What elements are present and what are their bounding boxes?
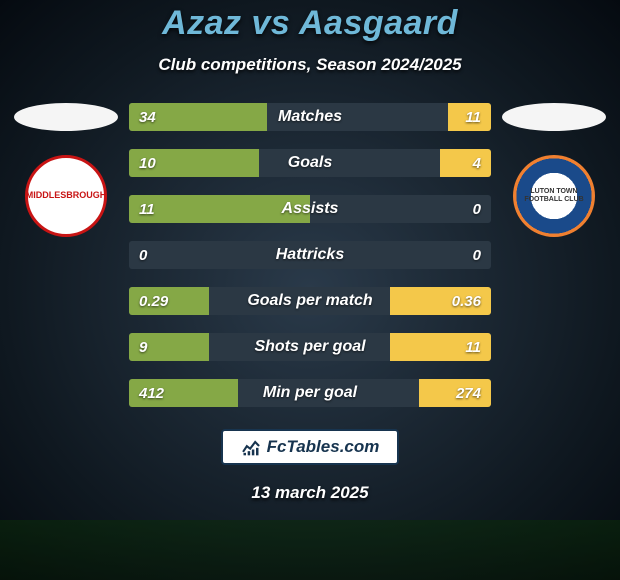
stat-row: 3411Matches [129, 103, 491, 131]
right-crest-label: LUTON TOWN FOOTBALL CLUB [513, 188, 595, 203]
stat-label: Shots per goal [129, 338, 491, 356]
stat-label: Hattricks [129, 246, 491, 264]
chart-icon [241, 437, 261, 457]
stat-label: Matches [129, 108, 491, 126]
page-title: Azaz vs Aasgaard [162, 4, 458, 43]
stat-row: 00Hattricks [129, 241, 491, 269]
main-container: Azaz vs Aasgaard Club competitions, Seas… [0, 0, 620, 580]
stat-row: 0.290.36Goals per match [129, 287, 491, 315]
date-label: 13 march 2025 [251, 483, 368, 503]
right-team-crest: LUTON TOWN FOOTBALL CLUB [513, 155, 595, 237]
stat-label: Goals [129, 154, 491, 172]
stat-row: 911Shots per goal [129, 333, 491, 361]
left-crest-label: MIDDLESBROUGH [26, 191, 107, 201]
stat-row: 104Goals [129, 149, 491, 177]
stat-label: Assists [129, 200, 491, 218]
footer-brand-text: FcTables.com [267, 437, 380, 457]
stat-row: 110Assists [129, 195, 491, 223]
left-team-crest: MIDDLESBROUGH [25, 155, 107, 237]
stat-label: Min per goal [129, 384, 491, 402]
right-player-silhouette [502, 103, 606, 131]
comparison-panel: MIDDLESBROUGH 3411Matches 104Goals 110Assi… [0, 103, 620, 407]
stat-row: 412274Min per goal [129, 379, 491, 407]
footer-brand-badge: FcTables.com [221, 429, 400, 465]
right-side: LUTON TOWN FOOTBALL CLUB [499, 103, 609, 237]
page-subtitle: Club competitions, Season 2024/2025 [158, 55, 461, 75]
stat-label: Goals per match [129, 292, 491, 310]
stats-column: 3411Matches 104Goals 110Assists 00Hattricks… [129, 103, 491, 407]
left-player-silhouette [14, 103, 118, 131]
left-side: MIDDLESBROUGH [11, 103, 121, 237]
